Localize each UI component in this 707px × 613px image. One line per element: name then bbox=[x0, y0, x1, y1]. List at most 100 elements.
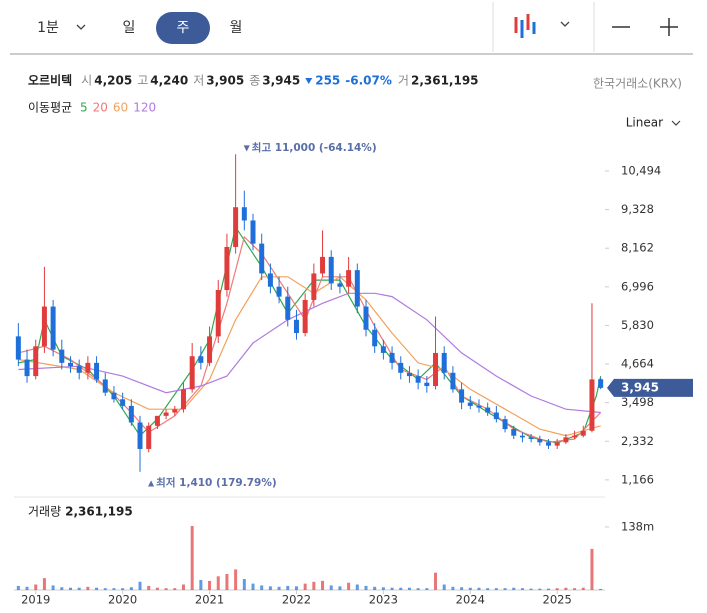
volume-bar bbox=[373, 586, 377, 590]
field-value: 3,905 bbox=[206, 74, 244, 88]
x-tick-label: 2024 bbox=[456, 593, 485, 607]
ma-legend: 5 bbox=[80, 101, 88, 115]
volume-bar bbox=[34, 584, 38, 590]
annotation: 최저 1,410 (179.79%) bbox=[156, 476, 276, 489]
volume-bar bbox=[86, 586, 90, 590]
volume-bar bbox=[251, 583, 255, 590]
volume-bar bbox=[260, 585, 264, 590]
field-value: 3,945 bbox=[262, 74, 300, 88]
candle-body bbox=[519, 435, 525, 438]
volume-bar bbox=[399, 587, 403, 590]
field-label: 시 bbox=[81, 74, 92, 88]
volume-bar bbox=[573, 588, 577, 590]
moving-average bbox=[18, 292, 601, 414]
volume-bar bbox=[512, 587, 516, 590]
volume-bar bbox=[321, 580, 325, 590]
stock-name: 오르비텍 bbox=[28, 73, 72, 88]
candle-body bbox=[328, 256, 334, 284]
annotation-marker: ▼ bbox=[244, 144, 251, 153]
candle-body bbox=[241, 207, 247, 221]
x-tick-label: 2025 bbox=[543, 593, 572, 607]
volume-bar bbox=[225, 574, 229, 590]
candle-body bbox=[285, 296, 291, 320]
candle-body bbox=[259, 243, 265, 274]
candle-body bbox=[102, 379, 108, 393]
candle-body bbox=[41, 306, 47, 347]
y-tick-label: 5,830 bbox=[621, 318, 654, 332]
volume-bar bbox=[173, 588, 177, 590]
volume-bar bbox=[147, 585, 151, 590]
candle-body bbox=[320, 256, 326, 274]
candle-body bbox=[459, 389, 465, 403]
candle-body bbox=[546, 442, 552, 446]
volume-bar bbox=[286, 585, 290, 590]
candle-body bbox=[76, 366, 82, 373]
candle-body bbox=[94, 362, 100, 380]
candle-body bbox=[537, 439, 543, 443]
candle-body bbox=[337, 283, 343, 287]
zoom-in[interactable] bbox=[660, 18, 678, 36]
ma-label: 이동평균 bbox=[28, 101, 72, 115]
field-label: 종 bbox=[249, 74, 260, 88]
y-tick-label: 1,166 bbox=[621, 472, 654, 486]
field-label: 거 bbox=[398, 74, 409, 88]
volume-tick-label: 138m bbox=[621, 519, 654, 533]
annotation-marker: ▲ bbox=[148, 478, 155, 487]
volume-bar bbox=[381, 587, 385, 590]
candle-body bbox=[163, 412, 169, 416]
x-tick-label: 2023 bbox=[369, 593, 398, 607]
volume-bar bbox=[95, 587, 99, 590]
volume-bar bbox=[208, 580, 212, 590]
volume-value: 2,361,195 bbox=[65, 505, 133, 519]
interval-tab[interactable]: 1분 bbox=[37, 20, 59, 36]
selected-pill[interactable] bbox=[156, 12, 210, 44]
candle-body bbox=[198, 356, 204, 363]
candle-body bbox=[15, 336, 21, 360]
interval-tab[interactable]: 주 bbox=[177, 20, 190, 36]
candle-body bbox=[476, 405, 482, 408]
y-tick-label: 6,996 bbox=[621, 279, 654, 293]
volume-bar bbox=[242, 579, 246, 590]
volume-bar bbox=[25, 586, 29, 590]
volume-bar bbox=[60, 587, 64, 590]
candle-body bbox=[493, 412, 499, 420]
candle-body bbox=[528, 437, 534, 440]
interval-tab[interactable]: 월 bbox=[230, 20, 243, 36]
candle-body bbox=[293, 319, 299, 334]
candle-body bbox=[502, 419, 508, 430]
volume-bar bbox=[460, 587, 464, 590]
x-tick-label: 2022 bbox=[282, 593, 311, 607]
y-tick-label: 4,664 bbox=[621, 357, 654, 371]
y-tick-label: 9,328 bbox=[621, 202, 654, 216]
change-pct: -6.07% bbox=[345, 74, 392, 88]
candle-body bbox=[580, 430, 586, 436]
interval-chevron[interactable] bbox=[76, 24, 86, 30]
volume-bar bbox=[190, 526, 194, 590]
volume-title: 거래량 bbox=[28, 505, 61, 519]
field-value: 2,361,195 bbox=[411, 74, 479, 88]
candle-body bbox=[146, 425, 152, 449]
candle-body bbox=[267, 273, 273, 287]
y-tick-label: 2,332 bbox=[621, 434, 654, 448]
volume-bar bbox=[16, 585, 20, 590]
field-value: 4,240 bbox=[150, 74, 188, 88]
chart-type-chevron[interactable] bbox=[560, 21, 570, 27]
candle-body bbox=[485, 407, 491, 413]
ma-legend: 20 bbox=[93, 101, 108, 115]
scale-mode[interactable]: Linear bbox=[626, 116, 663, 130]
scale-chevron[interactable] bbox=[671, 120, 681, 126]
field-label: 고 bbox=[137, 74, 148, 88]
chart-type-icon[interactable] bbox=[514, 14, 536, 38]
candle-body bbox=[180, 389, 186, 410]
candle-body bbox=[372, 329, 378, 347]
interval-tab[interactable]: 일 bbox=[123, 20, 136, 36]
volume-bar bbox=[599, 588, 603, 590]
volume-bar bbox=[451, 586, 455, 590]
volume-bar bbox=[199, 579, 203, 590]
candle-body bbox=[172, 409, 178, 413]
candle-body bbox=[406, 372, 412, 377]
volume-bar bbox=[329, 585, 333, 590]
down-arrow bbox=[305, 78, 313, 84]
volume-bar bbox=[312, 581, 316, 590]
